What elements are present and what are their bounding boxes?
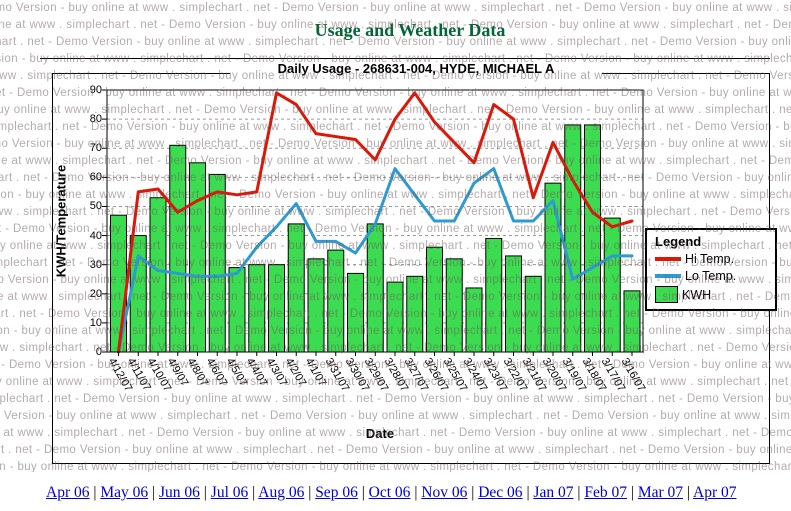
month-link-mar-07[interactable]: Mar 07 — [637, 484, 684, 501]
bar-kwh — [287, 223, 305, 353]
month-link-nov-06[interactable]: Nov 06 — [421, 484, 468, 501]
plot-border — [106, 89, 644, 353]
legend-label: Hi Temp. — [685, 252, 735, 266]
y-axis-tick-label: 20 — [89, 287, 102, 300]
bar-kwh — [524, 275, 542, 353]
month-link-apr-06[interactable]: Apr 06 — [46, 484, 90, 501]
bar-kwh — [603, 217, 621, 353]
watermark-text: Demo Version - buy online at www . simpl… — [0, 2, 791, 14]
link-separator: | — [573, 484, 585, 501]
bar-kwh — [268, 264, 285, 353]
link-separator: | — [626, 484, 638, 501]
bar-kwh — [465, 287, 483, 353]
bar-kwh — [208, 173, 226, 353]
bar-kwh — [327, 249, 345, 353]
month-navigation: Apr 06 | May 06 | Jun 06 | Jul 06 | Aug … — [46, 484, 786, 502]
bar-kwh — [189, 162, 206, 353]
bar-kwh — [584, 124, 601, 353]
line-hi-temp — [117, 91, 634, 354]
month-link-feb-07[interactable]: Feb 07 — [584, 484, 627, 501]
link-separator: | — [304, 484, 316, 501]
link-separator: | — [683, 484, 694, 501]
bar-kwh — [406, 275, 424, 353]
y-axis-tick-label: 40 — [89, 229, 102, 242]
link-separator: | — [522, 484, 534, 501]
y-axis-tick-label: 0 — [95, 346, 102, 358]
legend-items: Hi Temp. Lo Temp. KWH — [655, 252, 769, 303]
month-link-jul-06[interactable]: Jul 06 — [210, 484, 249, 501]
link-separator: | — [410, 484, 422, 501]
legend-title: Legend — [655, 234, 702, 249]
legend-swatch-lo-temp- — [655, 274, 681, 278]
bar-kwh — [347, 272, 364, 353]
legend-label: Lo Temp. — [685, 269, 737, 283]
plot-area — [102, 89, 644, 356]
link-separator: | — [199, 484, 211, 501]
month-link-aug-06[interactable]: Aug 06 — [258, 484, 305, 501]
bar-kwh — [228, 267, 246, 353]
legend-item: KWH — [655, 286, 769, 303]
link-separator: | — [248, 484, 259, 501]
bar-kwh — [307, 258, 325, 353]
month-link-sep-06[interactable]: Sep 06 — [315, 484, 358, 501]
y-axis-tick-label: 60 — [89, 171, 102, 184]
chart-subtitle: Daily Usage - 268631-004, HYDE, MICHAEL … — [230, 61, 602, 76]
link-separator: | — [148, 484, 159, 501]
bar-kwh — [445, 258, 463, 353]
bar-kwh — [623, 290, 641, 353]
chart-top-rule — [40, 58, 770, 59]
legend-swatch-hi-temp- — [655, 257, 681, 261]
bar-kwh — [564, 124, 582, 353]
month-link-jan-07[interactable]: Jan 07 — [533, 484, 574, 501]
y-axis-tick-label: 90 — [89, 84, 102, 96]
legend-item: Hi Temp. — [655, 252, 769, 266]
y-axis-tick-label: 70 — [89, 142, 102, 155]
legend: Legend Hi Temp. Lo Temp. KWH — [645, 228, 777, 311]
month-link-apr-07[interactable]: Apr 07 — [693, 484, 737, 501]
month-link-jun-06[interactable]: Jun 06 — [159, 484, 200, 501]
y-axis-tick-label: 80 — [89, 113, 102, 126]
legend-swatch-kwh — [655, 286, 678, 303]
bar-kwh — [386, 281, 404, 353]
bar-kwh — [169, 144, 187, 353]
bar-kwh — [248, 264, 266, 353]
x-axis-title: Date — [365, 426, 395, 441]
bar-kwh — [505, 255, 522, 353]
bar-kwh — [149, 197, 167, 353]
bar-kwh — [426, 246, 443, 353]
y-axis-tick-label: 10 — [89, 316, 102, 329]
link-separator: | — [89, 484, 101, 501]
month-link-may-06[interactable]: May 06 — [100, 484, 149, 501]
legend-item: Lo Temp. — [655, 269, 769, 283]
bar-kwh — [485, 237, 503, 353]
page-title: Usage and Weather Data — [314, 20, 506, 40]
bar-kwh — [129, 235, 147, 353]
legend-label: KWH — [682, 287, 712, 302]
bar-kwh — [366, 223, 384, 353]
y-axis-tick-label: 30 — [89, 258, 102, 271]
month-link-dec-06[interactable]: Dec 06 — [478, 484, 523, 501]
link-separator: | — [467, 484, 479, 501]
link-separator: | — [357, 484, 369, 501]
month-link-oct-06[interactable]: Oct 06 — [368, 484, 411, 501]
line-lo-temp — [117, 167, 634, 354]
y-axis-tick-label: 50 — [89, 200, 102, 213]
